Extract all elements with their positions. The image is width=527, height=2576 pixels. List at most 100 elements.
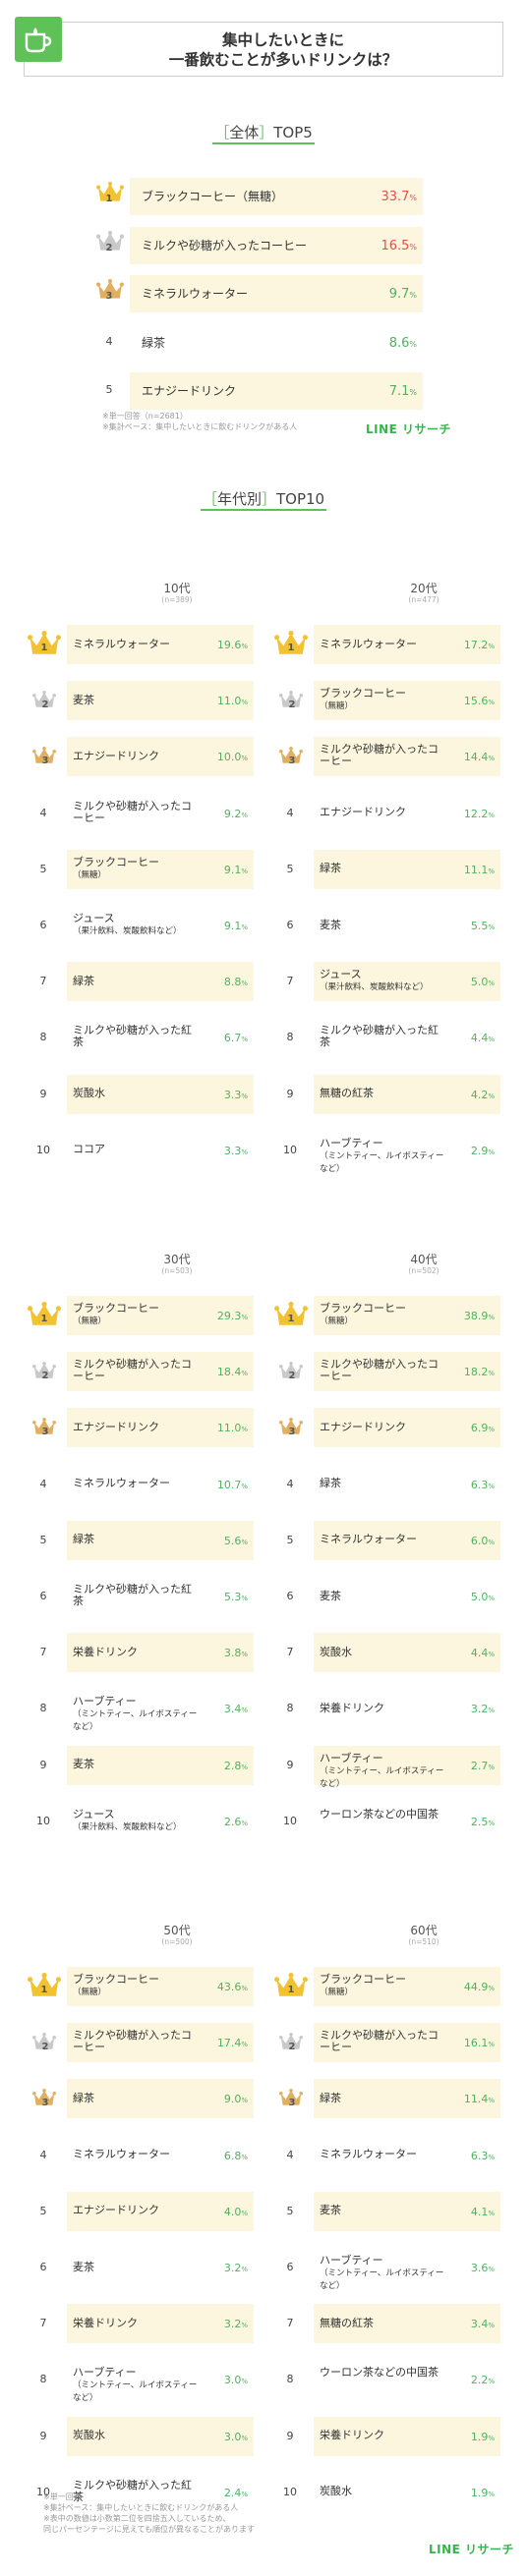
age-row: 9 炭酸水 3.3%: [28, 1072, 254, 1117]
item-value: 29.3%: [216, 1310, 248, 1322]
item-value: 18.2%: [463, 1366, 495, 1379]
rank-number: 3: [288, 756, 296, 767]
item-label: ブラックコーヒー（無糖）: [320, 1302, 406, 1327]
item-label: ミネラルウォーター: [73, 637, 170, 650]
row-background: [130, 178, 423, 215]
item-label: ブラックコーヒー（無糖）: [73, 855, 159, 880]
rank-number: 9: [39, 1758, 47, 1771]
rank-badge: 1: [274, 1964, 308, 2009]
rank-badge: 1: [274, 622, 308, 667]
sample-size: (n=389): [161, 595, 193, 604]
rank-number: 1: [40, 643, 48, 653]
item-value: 3.3%: [223, 1144, 248, 1157]
item-label: 栄養ドリンク: [73, 1645, 138, 1658]
rank-badge: 7: [274, 1630, 306, 1675]
rank-badge: 5: [274, 1518, 306, 1563]
rank-badge: 6: [28, 2245, 59, 2290]
row-background: [314, 737, 500, 777]
rank-number: 5: [39, 1533, 47, 1546]
row-background: [314, 1633, 500, 1673]
rank-badge: 4: [274, 791, 306, 836]
item-label: ブラックコーヒー（無糖）: [320, 687, 406, 712]
row-background: [314, 625, 500, 664]
crown-icon: [32, 1418, 56, 1440]
rank-badge: 3: [274, 734, 306, 779]
age-row: 7 栄養ドリンク 3.8%: [28, 1630, 254, 1675]
rank-badge: 9: [274, 2414, 306, 2459]
item-label: ミネラルウォーター: [320, 1533, 417, 1546]
age-row: 1 ミネラルウォーター 17.2%: [274, 622, 500, 667]
row-background: [314, 2304, 500, 2344]
rank-badge: 1: [28, 622, 61, 667]
item-label: 麦茶: [320, 2204, 341, 2217]
row-background: [67, 681, 254, 721]
rank-badge: 8: [28, 1015, 59, 1060]
item-label: 無糖の紅茶: [320, 1087, 374, 1100]
item-label: ウーロン茶などの中国茶: [320, 2366, 439, 2380]
rank-number: 7: [286, 2317, 294, 2330]
item-label: 緑茶: [320, 862, 341, 875]
age-row: 8 ハーブティー （ミントティー、ルイボスティーなど） 3.0%: [28, 2357, 254, 2404]
age-row: 5 エナジードリンク 4.0%: [28, 2189, 254, 2234]
age-row: 10 ウーロン茶などの中国茶 2.5%: [274, 1799, 500, 1844]
item-label: 緑茶: [320, 1477, 341, 1490]
item-label: 緑茶: [73, 974, 94, 987]
rank-badge: 10: [28, 2470, 59, 2515]
item-label: エナジードリンク: [320, 806, 406, 819]
rank-badge: 5: [28, 1518, 59, 1563]
row-background: [314, 1520, 500, 1560]
item-value: 38.9%: [463, 1310, 495, 1322]
sample-size: (n=502): [408, 1266, 439, 1275]
crown-icon: [274, 1973, 308, 2003]
item-label: 麦茶: [73, 2260, 94, 2273]
item-value: 5.6%: [223, 1534, 248, 1547]
rank-badge: 6: [28, 903, 59, 948]
rank-number: 1: [105, 194, 113, 204]
age-row: 8 ウーロン茶などの中国茶 2.2%: [274, 2357, 500, 2402]
rank-number: 4: [286, 806, 294, 819]
rank-number: 8: [39, 1031, 47, 1044]
rank-badge: 4: [28, 2133, 59, 2178]
row-background: [314, 1745, 500, 1785]
item-label: ブラックコーヒー（無糖）: [73, 1973, 159, 1998]
item-value: 2.2%: [470, 2374, 495, 2387]
item-value: 4.2%: [470, 1088, 495, 1101]
item-label: 無糖の紅茶: [320, 2316, 374, 2329]
rank-number: 10: [283, 1143, 297, 1156]
item-value: 3.2%: [223, 2318, 248, 2331]
overall-note: ※単一回答（n=2681） ※集計ベース：集中したいときに飲むドリンクがある人: [102, 412, 298, 431]
item-label: ミルクや砂糖が入ったコーヒー: [320, 2029, 439, 2054]
age-row: 2 ミルクや砂糖が入ったコーヒー 16.1%: [274, 2020, 500, 2065]
age-row: 1 ブラックコーヒー （無糖） 38.9%: [274, 1293, 500, 1338]
item-value: 5.5%: [470, 920, 495, 932]
item-value: 4.1%: [470, 2205, 495, 2218]
cup-icon: [25, 28, 52, 53]
rank-number: 4: [39, 2148, 47, 2161]
item-label: ハーブティー （ミントティー、ルイボスティーなど）: [320, 1751, 444, 1789]
crown-icon: [32, 2089, 56, 2111]
item-value: 17.2%: [463, 639, 495, 651]
item-label: ミルクや砂糖が入ったコーヒー: [73, 1358, 192, 1383]
item-label: 緑茶: [73, 2091, 94, 2104]
crown-icon: [279, 1418, 303, 1440]
item-label: ハーブティー （ミントティー、ルイボスティーなど）: [73, 2366, 198, 2404]
item-value: 3.6%: [470, 2262, 495, 2274]
rank-number: 5: [39, 862, 47, 875]
age-row: 8 ハーブティー （ミントティー、ルイボスティーなど） 3.4%: [28, 1686, 254, 1733]
rank-badge: 9: [28, 1072, 59, 1117]
crown-icon: [279, 747, 303, 769]
rank-badge: 10: [28, 1128, 59, 1173]
item-label: ミルクや砂糖が入ったコーヒー: [73, 799, 192, 824]
item-label: ジュース （果汁飲料、炭酸飲料など）: [73, 1807, 182, 1832]
age-row: 4 ミルクや砂糖が入ったコーヒー 9.2%: [28, 791, 254, 836]
rank-number: 2: [105, 242, 113, 253]
row-background: [67, 2304, 254, 2344]
item-value: 9.1%: [223, 863, 248, 876]
rank-number: 6: [39, 1590, 47, 1602]
row-background: [67, 1967, 254, 2006]
crown-icon: [96, 182, 124, 207]
item-label: 麦茶: [320, 918, 341, 931]
crown-icon: [279, 2089, 303, 2111]
item-label: ミルクや砂糖が入った紅茶: [320, 1024, 439, 1049]
row-background: [314, 1967, 500, 2006]
